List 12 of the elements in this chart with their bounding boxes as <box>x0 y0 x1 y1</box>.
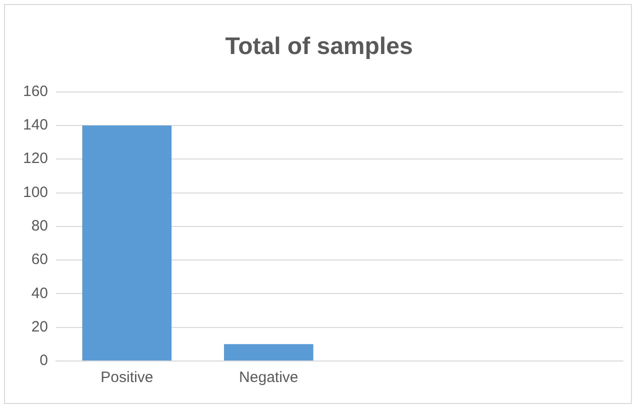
y-tick-label: 60 <box>31 251 48 268</box>
chart-title: Total of samples <box>225 33 413 60</box>
x-tick-label: Positive <box>100 369 154 386</box>
y-tick-label: 0 <box>40 352 48 370</box>
y-tick-label: 100 <box>22 184 48 201</box>
y-tick-label: 160 <box>22 82 48 100</box>
y-tick-label: 80 <box>31 218 48 235</box>
x-tick-label: Negative <box>239 369 298 386</box>
y-tick-label: 140 <box>22 116 48 134</box>
y-tick-label: 20 <box>31 318 48 336</box>
y-tick-label: 40 <box>31 284 48 302</box>
y-tick-label: 120 <box>22 150 48 168</box>
